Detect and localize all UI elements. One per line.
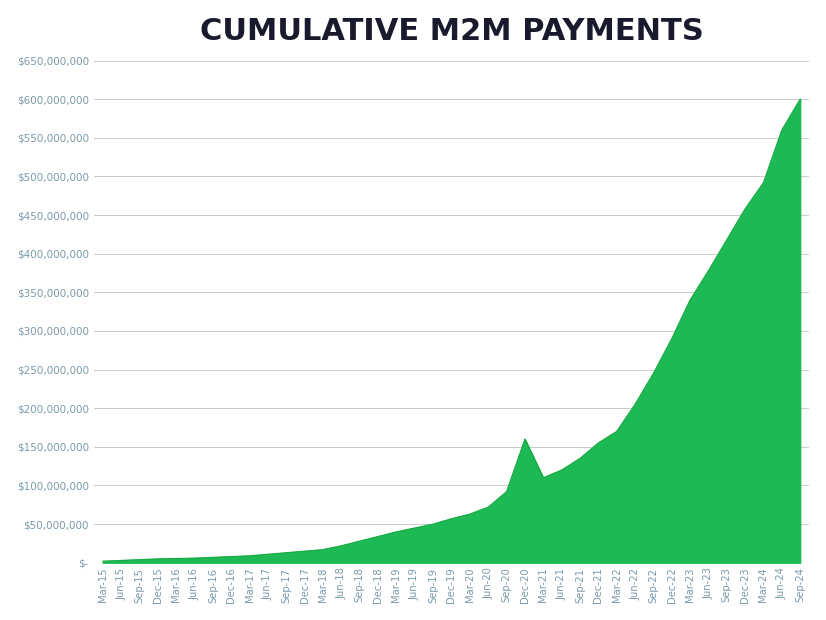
Title: CUMULATIVE M2M PAYMENTS: CUMULATIVE M2M PAYMENTS bbox=[200, 17, 704, 46]
